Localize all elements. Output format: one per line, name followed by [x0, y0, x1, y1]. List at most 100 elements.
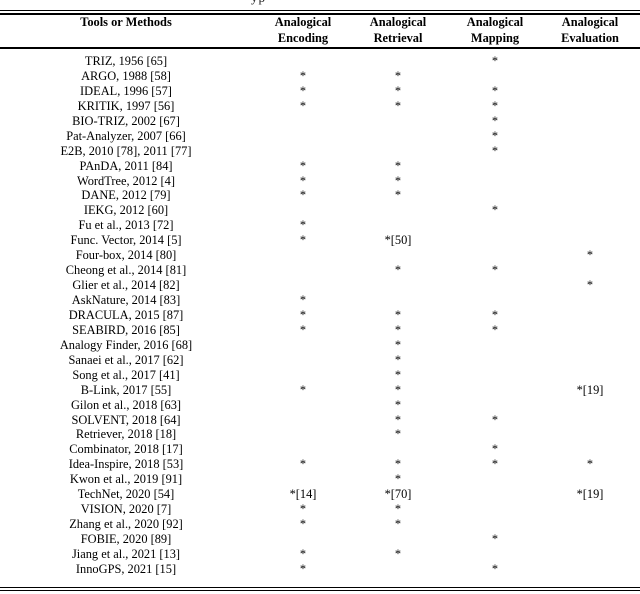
encoding-cell: *	[299, 188, 307, 203]
mapping-cell	[442, 218, 548, 233]
table-row: Sanaei et al., 2017 [62] *	[0, 353, 632, 368]
retrieval-cell: *	[394, 427, 402, 442]
table-row: AskNature, 2014 [83] *	[0, 293, 632, 308]
encoding-cell	[252, 368, 354, 383]
retrieval-cell	[354, 129, 442, 144]
table-row: InnoGPS, 2021 [15] * *	[0, 562, 632, 577]
evaluation-cell: *[19]	[576, 382, 604, 397]
retrieval-cell	[354, 293, 442, 308]
evaluation-cell	[548, 69, 632, 84]
retrieval-cell: *	[394, 158, 402, 173]
tool-name-cell: IEKG, 2012 [60]	[83, 203, 169, 218]
table-row: WordTree, 2012 [4] * *	[0, 174, 632, 189]
table-row: ARGO, 1988 [58] * *	[0, 69, 632, 84]
table-row: TechNet, 2020 [54] *[14] *[70] *[19]	[0, 487, 632, 502]
tool-name-cell: Jiang et al., 2021 [13]	[71, 546, 181, 561]
tool-name-cell: Four-box, 2014 [80]	[75, 248, 177, 263]
tool-name-cell: Glier et al., 2014 [82]	[72, 278, 180, 293]
clipped-caption-fragment: yp	[251, 0, 266, 6]
mapping-cell	[442, 547, 548, 562]
mapping-cell: *	[491, 412, 499, 427]
encoding-cell: *[14]	[289, 487, 317, 502]
encoding-cell	[252, 532, 354, 547]
mapping-cell	[442, 383, 548, 398]
tool-name-cell: VISION, 2020 [7]	[80, 502, 172, 517]
evaluation-cell	[548, 562, 632, 577]
retrieval-cell	[354, 562, 442, 577]
mapping-cell: *	[491, 128, 499, 143]
evaluation-cell: *	[586, 457, 594, 472]
tool-name-cell: TRIZ, 1956 [65]	[84, 54, 168, 68]
mapping-cell	[442, 338, 548, 353]
encoding-cell	[252, 442, 354, 457]
header-mapping-line2: Mapping	[470, 30, 520, 45]
mapping-cell	[442, 517, 548, 532]
retrieval-cell: *	[394, 517, 402, 532]
encoding-cell: *	[299, 98, 307, 113]
tool-name-cell: Kwon et al., 2019 [91]	[69, 472, 183, 487]
retrieval-cell	[354, 203, 442, 218]
mapping-cell	[442, 188, 548, 203]
encoding-cell: *	[299, 173, 307, 188]
retrieval-cell: *	[394, 502, 402, 517]
table-row: Four-box, 2014 [80] *	[0, 248, 632, 263]
retrieval-cell: *	[394, 68, 402, 83]
mapping-cell	[442, 368, 548, 383]
table-row: BIO-TRIZ, 2002 [67] *	[0, 114, 632, 129]
top-rule-inner	[0, 13, 640, 15]
tool-name-cell: Idea-Inspire, 2018 [53]	[68, 457, 184, 472]
evaluation-cell	[548, 323, 632, 338]
mapping-cell: *	[491, 263, 499, 278]
encoding-cell	[252, 472, 354, 487]
table-row: Fu et al., 2013 [72] *	[0, 218, 632, 233]
mapping-cell: *	[491, 561, 499, 576]
retrieval-cell	[354, 218, 442, 233]
evaluation-cell	[548, 144, 632, 159]
encoding-cell: *	[299, 293, 307, 307]
evaluation-cell	[548, 502, 632, 517]
table-row: VISION, 2020 [7] * *	[0, 502, 632, 517]
encoding-cell	[252, 54, 354, 69]
encoding-cell: *	[299, 457, 307, 472]
encoding-cell	[252, 398, 354, 413]
tool-name-cell: Zhang et al., 2020 [92]	[69, 517, 183, 532]
table-row: DRACULA, 2015 [87] * * *	[0, 308, 632, 323]
encoding-cell: *	[299, 561, 307, 576]
header-retrieval-line1: Analogical	[369, 15, 427, 29]
evaluation-cell	[548, 218, 632, 233]
mapping-cell: *	[491, 54, 499, 68]
tool-name-cell: DRACULA, 2015 [87]	[68, 307, 184, 322]
header-mapping-line1: Analogical	[466, 15, 524, 29]
header-rule	[0, 47, 640, 49]
encoding-cell	[252, 203, 354, 218]
retrieval-cell	[354, 114, 442, 129]
header-analogical-encoding: Analogical Encoding	[252, 15, 354, 46]
evaluation-cell	[548, 114, 632, 129]
header-evaluation-line1: Analogical	[561, 15, 619, 29]
mapping-cell: *	[491, 457, 499, 472]
mapping-cell: *	[491, 442, 499, 457]
encoding-cell	[252, 338, 354, 353]
evaluation-cell	[548, 188, 632, 203]
tool-name-cell: FOBIE, 2020 [89]	[80, 532, 172, 546]
header-tools-or-methods: Tools or Methods	[80, 15, 172, 29]
evaluation-cell: *[19]	[576, 487, 604, 502]
encoding-cell: *	[299, 517, 307, 532]
encoding-cell	[252, 129, 354, 144]
header-retrieval-line2: Retrieval	[373, 30, 423, 45]
table-row: Analogy Finder, 2016 [68] *	[0, 338, 632, 353]
retrieval-cell	[354, 442, 442, 457]
tool-name-cell: Song et al., 2017 [41]	[72, 367, 180, 382]
table-row: Retriever, 2018 [18] *	[0, 427, 632, 442]
tool-name-cell: DANE, 2012 [79]	[81, 188, 171, 203]
encoding-cell: *	[299, 68, 307, 83]
table-row: Gilon et al., 2018 [63] *	[0, 398, 632, 413]
tool-name-cell: InnoGPS, 2021 [15]	[75, 561, 177, 576]
evaluation-cell	[548, 353, 632, 368]
table-row: Song et al., 2017 [41] *	[0, 368, 632, 383]
mapping-cell	[442, 248, 548, 263]
table-row: FOBIE, 2020 [89] *	[0, 532, 632, 547]
encoding-cell	[252, 353, 354, 368]
evaluation-cell	[548, 308, 632, 323]
mapping-cell	[442, 502, 548, 517]
